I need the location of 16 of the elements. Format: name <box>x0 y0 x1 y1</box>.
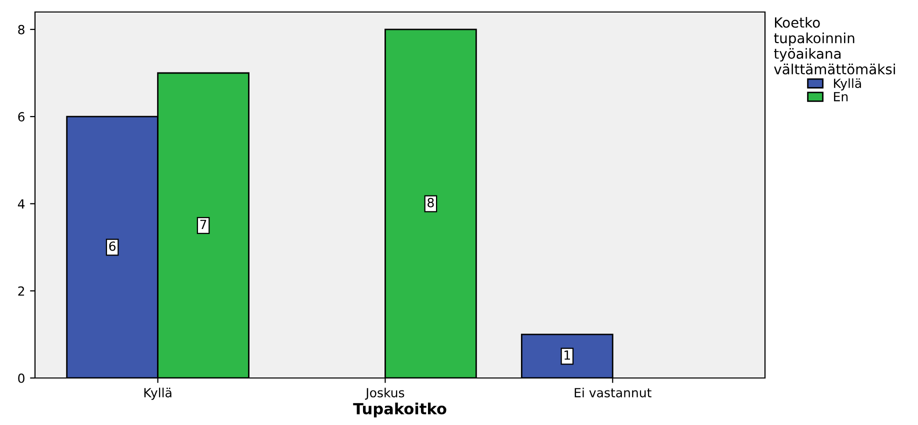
x-tick-label: Kyllä <box>144 388 172 400</box>
x-tick-label: Joskus <box>365 388 404 400</box>
x-tick-label: Ei vastannut <box>574 388 652 398</box>
legend-label: Kyllä <box>834 78 861 90</box>
x-axis-title: Tupakoitko <box>353 402 446 418</box>
y-tick-label: 8 <box>18 24 24 34</box>
data-label: 1 <box>564 350 570 360</box>
y-tick-label: 0 <box>18 373 24 383</box>
y-tick-label: 6 <box>18 112 24 122</box>
y-tick-label: 4 <box>18 199 25 208</box>
legend-title: Koetko tupakoinnin työaikana välttämättömäksi <box>774 17 895 74</box>
data-label: 6 <box>109 241 116 251</box>
legend-label: En <box>834 92 848 102</box>
y-tick-label: 2 <box>18 286 24 296</box>
data-label: 8 <box>428 198 434 208</box>
data-label: 7 <box>200 220 206 229</box>
